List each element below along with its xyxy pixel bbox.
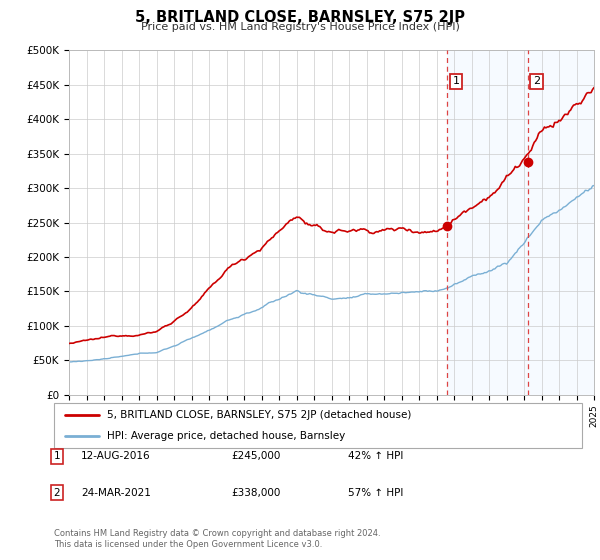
Text: HPI: Average price, detached house, Barnsley: HPI: Average price, detached house, Barn… [107,431,345,441]
Text: 5, BRITLAND CLOSE, BARNSLEY, S75 2JP (detached house): 5, BRITLAND CLOSE, BARNSLEY, S75 2JP (de… [107,410,411,421]
Text: 5, BRITLAND CLOSE, BARNSLEY, S75 2JP: 5, BRITLAND CLOSE, BARNSLEY, S75 2JP [135,10,465,25]
Text: 1: 1 [53,451,61,461]
FancyBboxPatch shape [54,403,582,448]
Text: 2: 2 [53,488,61,498]
Bar [528,50,596,395]
Text: £338,000: £338,000 [231,488,280,498]
Text: 57% ↑ HPI: 57% ↑ HPI [348,488,403,498]
Text: 1: 1 [452,76,460,86]
Text: 24-MAR-2021: 24-MAR-2021 [81,488,151,498]
Text: Contains HM Land Registry data © Crown copyright and database right 2024.
This d: Contains HM Land Registry data © Crown c… [54,529,380,549]
Text: 12-AUG-2016: 12-AUG-2016 [81,451,151,461]
Text: 42% ↑ HPI: 42% ↑ HPI [348,451,403,461]
Bar [448,50,528,395]
Text: Price paid vs. HM Land Registry's House Price Index (HPI): Price paid vs. HM Land Registry's House … [140,22,460,32]
Text: 2: 2 [533,76,541,86]
Text: £245,000: £245,000 [231,451,280,461]
